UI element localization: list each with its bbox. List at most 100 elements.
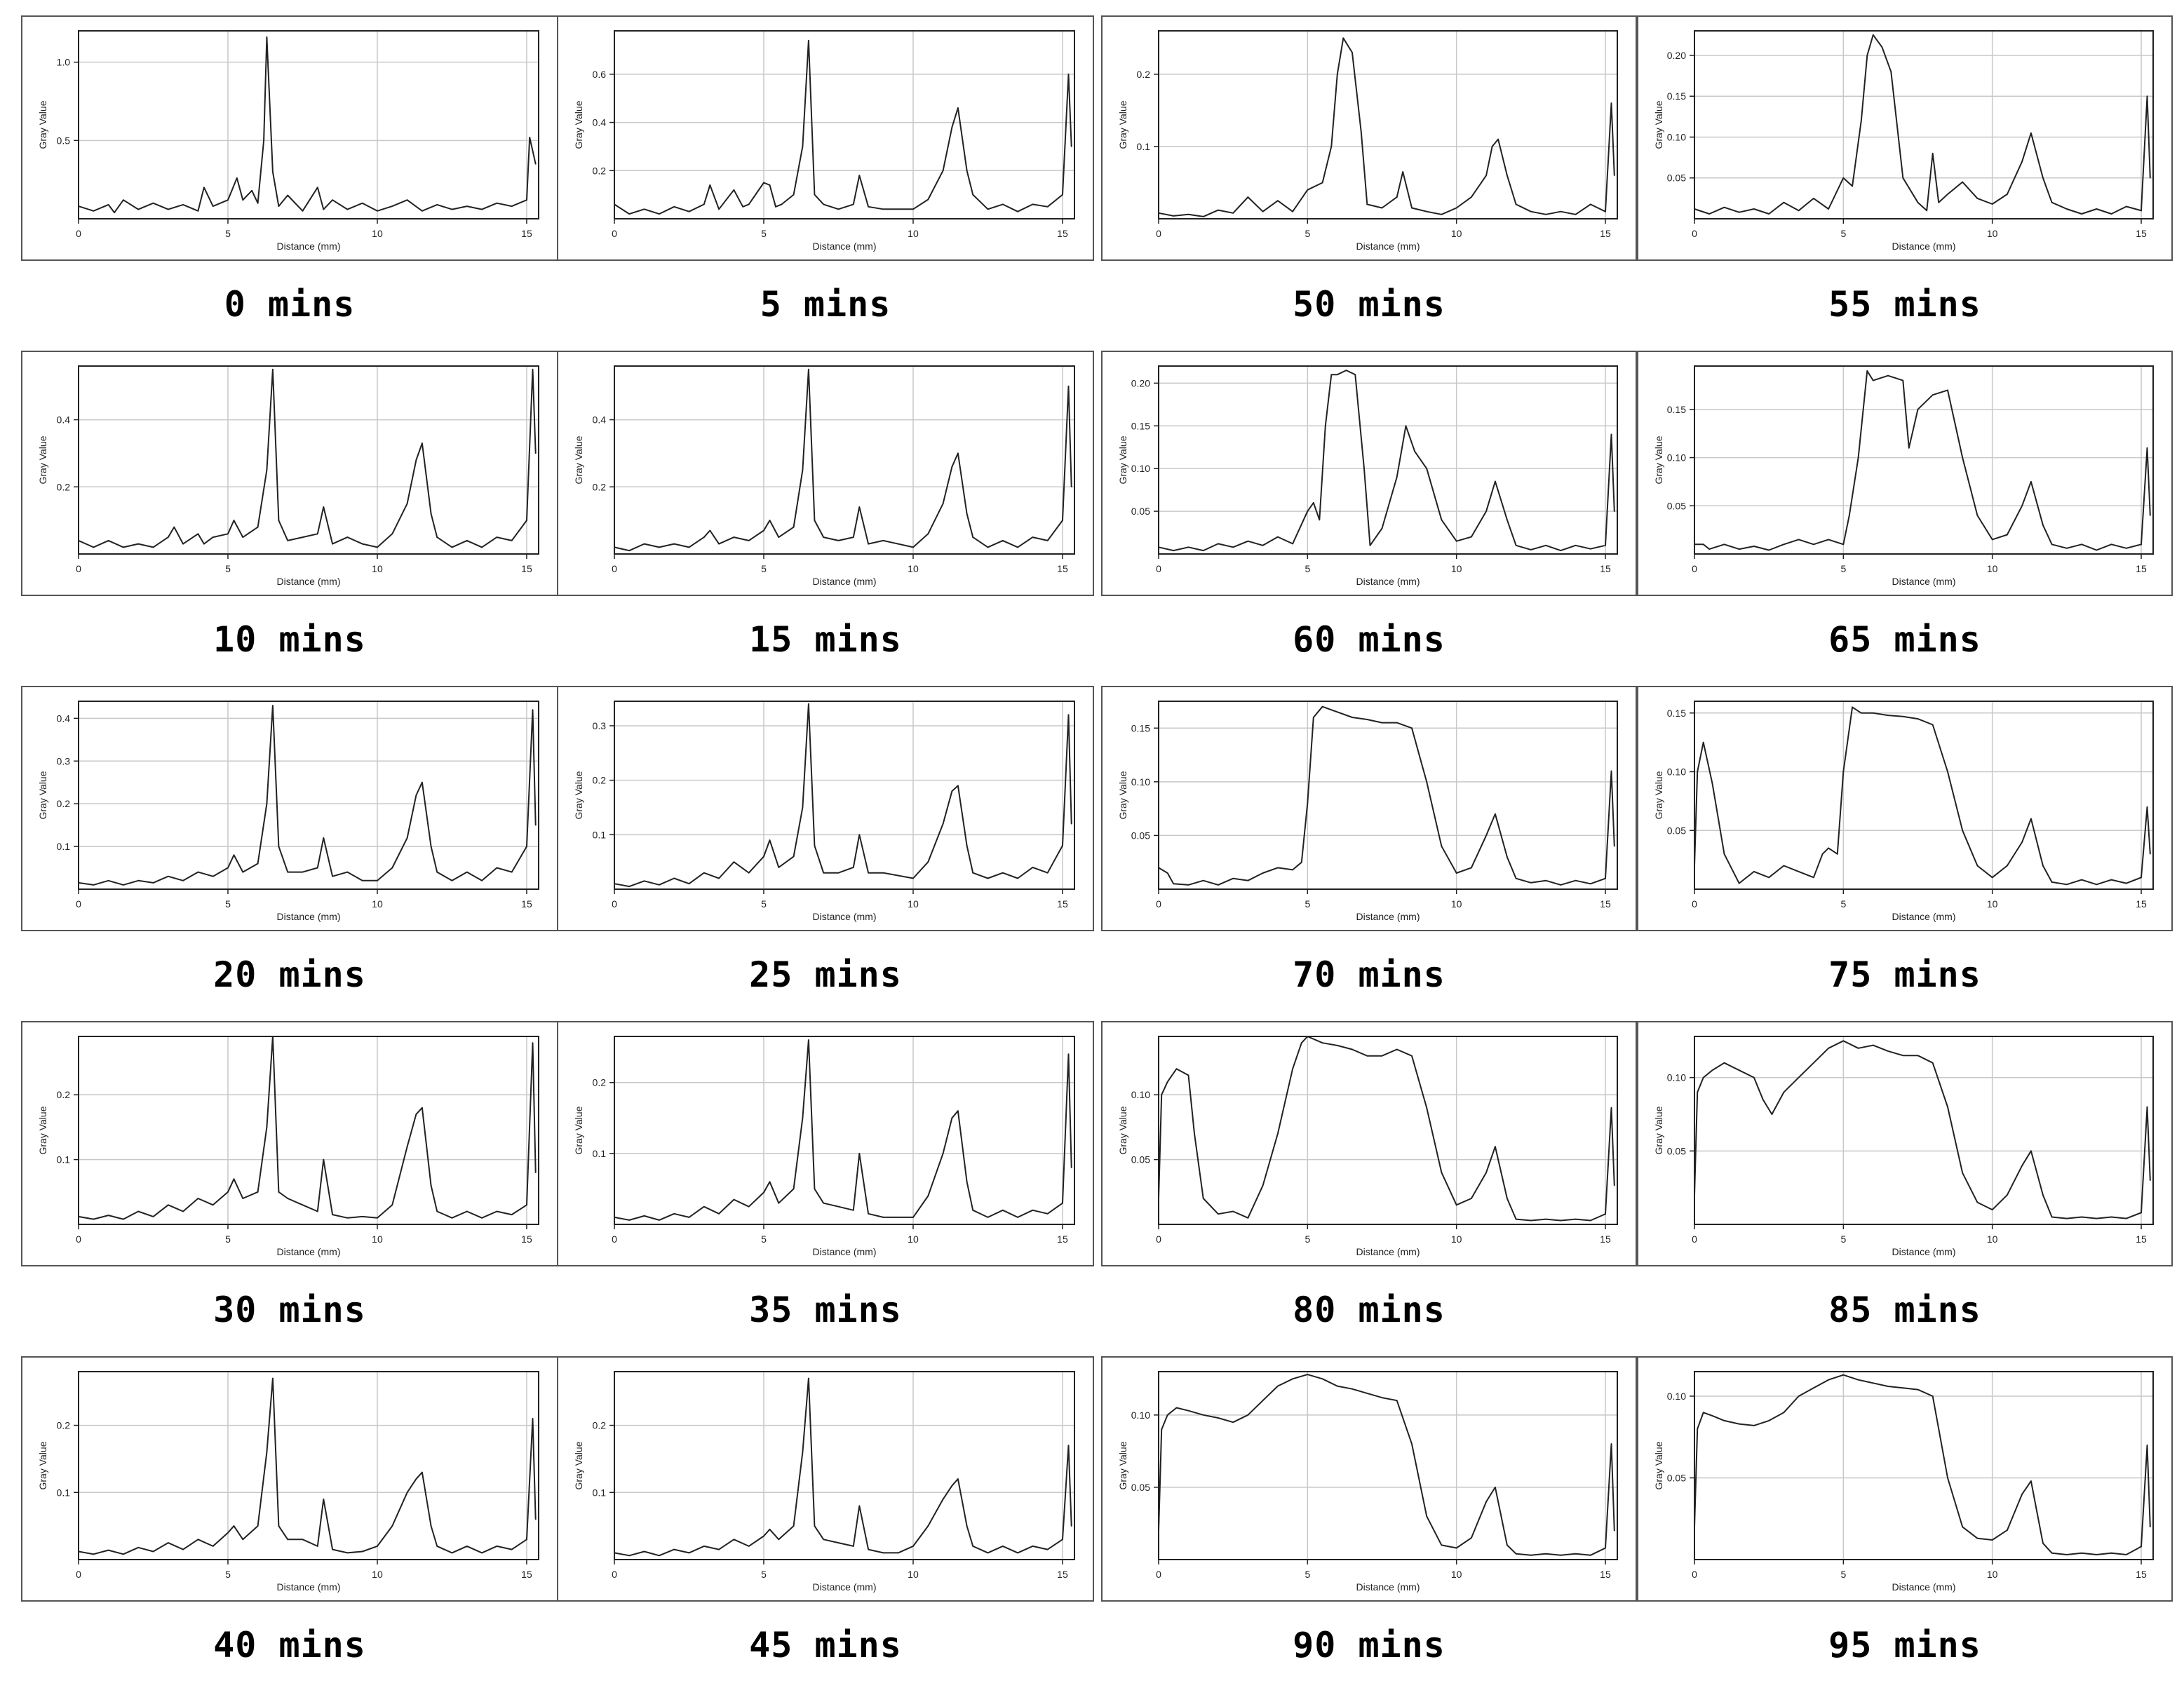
time-caption: 95 mins [1828,1625,1981,1665]
x-tick-label: 10 [1451,228,1462,239]
data-point [532,1418,534,1419]
data-point [1232,546,1234,548]
time-caption: 25 mins [749,954,902,995]
data-point [1218,1213,1219,1215]
data-point [436,1210,438,1212]
data-point [966,1181,968,1183]
data-point [1337,711,1338,713]
data-point [1813,198,1814,199]
y-tick-label: 0.2 [57,1089,71,1100]
data-point [1947,771,1948,773]
data-point [323,1499,325,1500]
data-point [415,1478,417,1480]
plot-frame [1694,1371,2154,1560]
data-point [152,546,154,548]
data-point [673,1213,675,1215]
data-point [778,867,780,868]
data-point [2007,534,2008,536]
data-point [534,1172,537,1173]
data-point [987,546,989,548]
time-caption: 35 mins [749,1290,902,1330]
data-point [673,877,675,879]
x-tick-label: 10 [1987,1233,1998,1245]
data-point [808,703,809,705]
data-point [1321,1378,1323,1380]
data-point [1369,545,1371,546]
data-point [1345,370,1347,371]
data-point [1161,1428,1163,1431]
data-point [227,199,229,201]
data-point [1873,1382,1874,1384]
data-point [858,834,861,836]
x-tick-label: 0 [76,563,81,574]
data-point [1441,519,1443,521]
profile-plot: 0 5 10 15 0.2 0.4 Distance (mm) Gray Value [557,351,1094,596]
profile-panel: 0 5 10 15 0.05 0.10 0.15 Distance (mm) Gray Valu… [1637,351,2173,596]
data-point [927,861,929,863]
data-point [1613,511,1615,512]
data-point [406,1146,408,1147]
data-point [451,1552,453,1554]
y-tick-label: 0.1 [1137,141,1151,152]
data-point [316,1210,318,1212]
x-tick-label: 0 [612,898,617,910]
data-point [858,506,861,508]
data-point [1262,872,1264,874]
data-point [778,1202,780,1204]
data-point [526,1539,527,1541]
data-point [272,705,274,706]
data-point [534,452,537,454]
data-point [1575,879,1577,881]
data-point [614,1217,615,1218]
data-point [323,1158,325,1161]
data-point [1932,1062,1934,1064]
data-point [614,1552,615,1554]
x-axis-label: Distance (mm) [276,911,340,922]
x-tick-label: 15 [521,563,532,574]
data-point [802,1452,804,1453]
x-tick-label: 10 [1987,228,1998,239]
data-point [2096,1554,2098,1555]
x-tick-label: 10 [372,898,383,910]
data-point [688,1552,690,1554]
data-point [852,1546,854,1547]
data-point [1589,1219,1591,1222]
data-point [659,1219,660,1221]
y-tick-label: 0.05 [1667,1145,1686,1156]
x-tick-label: 0 [1692,563,1697,574]
data-point [775,206,776,208]
data-point [703,872,705,874]
data-point [1857,1047,1859,1049]
data-point [2051,881,2053,883]
data-point [1337,374,1338,375]
data-point [709,529,711,532]
time-caption: 5 mins [760,284,891,325]
data-point [1762,1099,1764,1100]
data-point [957,107,959,109]
profile-plot: 0 5 10 15 0.05 0.10 0.15 Distance (mm) Gray Valu… [1637,686,2173,931]
data-point [763,529,764,532]
x-tick-label: 5 [761,1569,767,1580]
plot-frame [614,1036,1075,1225]
data-point [2141,210,2142,212]
y-tick-label: 0.05 [1667,825,1686,836]
data-point [1702,543,1704,546]
data-point [1947,389,1948,391]
data-point [688,1217,690,1218]
data-point [2021,505,2023,507]
data-point [332,199,333,201]
data-point [2141,877,2142,879]
plot-frame [1694,701,2154,890]
data-point [659,546,660,548]
data-point [167,875,169,877]
data-point [251,190,252,191]
data-point [1575,545,1577,546]
data-point [1723,206,1725,208]
data-point [1351,1048,1353,1050]
profile-panel: 0 5 10 15 0.05 0.10 0.15 Distance (mm) Gray Valu… [1637,686,2173,931]
profile-plot: 0 5 10 15 0.2 0.4 0.6 Distance (mm) Gray Value [557,15,1094,261]
data-point [2141,543,2142,546]
data-point [481,208,483,210]
data-point [1610,1107,1612,1109]
data-point [942,1499,944,1500]
